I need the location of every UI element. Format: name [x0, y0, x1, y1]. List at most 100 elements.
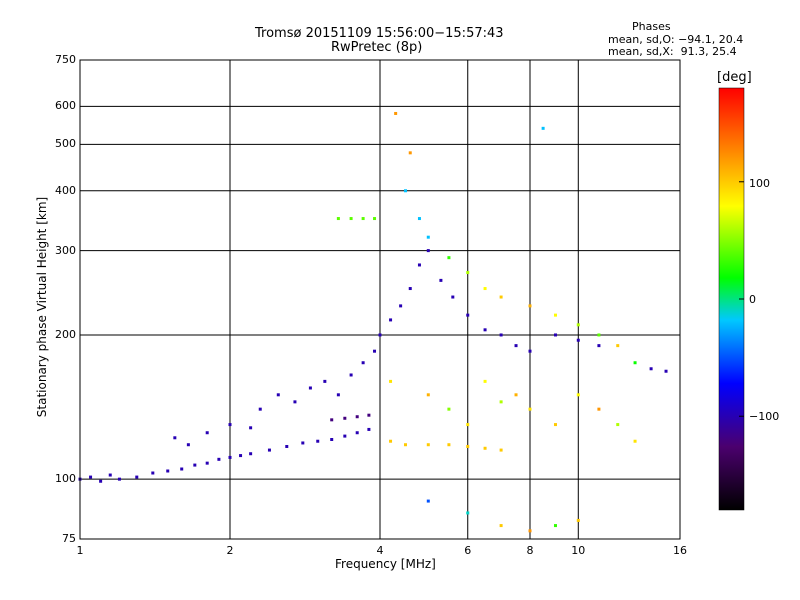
data-point: [417, 217, 421, 221]
data-point: [205, 431, 209, 435]
data-point: [528, 304, 532, 308]
data-point: [633, 361, 637, 365]
data-point: [499, 333, 503, 337]
y-tick-label: 750: [55, 53, 76, 66]
data-point: [403, 189, 407, 193]
data-point: [576, 338, 580, 342]
data-point: [249, 426, 253, 430]
data-point: [151, 471, 155, 475]
data-point: [439, 278, 443, 282]
data-point: [336, 393, 340, 397]
data-point: [135, 475, 139, 479]
y-tick-label: 200: [55, 327, 76, 341]
data-point: [466, 313, 470, 317]
x-tick-label: 8: [526, 544, 534, 557]
data-point: [426, 249, 430, 253]
data-point: [499, 524, 503, 528]
phases-x-stats: mean, sd,X: 91.3, 25.4: [608, 45, 737, 58]
data-point: [616, 423, 620, 427]
data-point: [301, 441, 305, 445]
colorbar-label: [deg]: [717, 70, 752, 85]
data-point: [447, 407, 451, 411]
data-point: [466, 423, 470, 427]
data-point: [166, 469, 170, 473]
data-point: [389, 379, 393, 383]
data-point: [186, 443, 190, 447]
data-point: [528, 529, 532, 533]
data-point: [343, 434, 347, 438]
data-point: [553, 423, 557, 427]
data-point: [553, 313, 557, 317]
x-tick-label: 4: [376, 544, 384, 557]
colorbar-ticks: [739, 181, 744, 417]
y-tick-label: 500: [55, 137, 76, 151]
data-point: [553, 333, 557, 337]
colorbar-tick-minus100: −100: [749, 410, 780, 423]
data-point: [373, 217, 377, 221]
data-point: [528, 407, 532, 411]
data-point: [426, 393, 430, 397]
data-point: [576, 323, 580, 327]
data-point: [499, 295, 503, 299]
data-point: [349, 217, 353, 221]
data-point: [447, 256, 451, 260]
data-point: [483, 379, 487, 383]
data-point: [664, 369, 668, 373]
data-point: [466, 444, 470, 448]
y-tick-label: 400: [55, 183, 76, 197]
data-point: [403, 443, 407, 447]
y-axis-label: Stationary phase Virtual Height [km]: [35, 196, 50, 418]
data-point: [193, 463, 197, 467]
phases-o-stats: mean, sd,O: −94.1, 20.4: [608, 33, 744, 46]
data-point: [499, 400, 503, 404]
data-point: [205, 461, 209, 465]
data-point: [373, 349, 377, 353]
data-point: [267, 448, 271, 452]
data-point: [108, 473, 112, 477]
data-point: [180, 467, 184, 471]
x-tick-label: 6: [464, 544, 472, 557]
data-point: [330, 418, 334, 422]
phases-title: Phases: [632, 20, 671, 33]
data-point: [361, 217, 365, 221]
data-point: [228, 455, 232, 459]
data-point: [426, 499, 430, 503]
data-point: [576, 518, 580, 522]
x-tick-label: 2: [226, 544, 234, 557]
x-axis-label: Frequency [MHz]: [335, 557, 436, 571]
data-point: [89, 475, 93, 479]
y-tick-label: 100: [55, 472, 76, 486]
data-point: [616, 344, 620, 348]
data-point: [355, 415, 359, 419]
data-point: [597, 344, 601, 348]
data-point: [323, 379, 327, 383]
data-point: [451, 295, 455, 299]
y-tick-label: 75: [62, 532, 76, 545]
data-point: [258, 407, 262, 411]
data-point: [367, 413, 371, 417]
data-point: [408, 287, 412, 291]
data-point: [466, 511, 470, 515]
data-point: [541, 126, 545, 130]
data-point: [308, 386, 312, 390]
data-point: [483, 287, 487, 291]
data-point: [514, 344, 518, 348]
data-point: [417, 263, 421, 267]
data-point: [367, 427, 371, 431]
data-point: [466, 271, 470, 275]
data-point: [426, 443, 430, 447]
data-point: [499, 448, 503, 452]
data-point: [394, 111, 398, 115]
chart-title-line1: Tromsø 20151109 15:56:00−15:57:43: [255, 26, 504, 41]
data-point: [316, 439, 320, 443]
data-point: [389, 439, 393, 443]
data-point: [633, 439, 637, 443]
y-tick-label: 600: [55, 99, 76, 113]
colorbar-tick-100: 100: [749, 177, 770, 190]
data-point: [408, 151, 412, 155]
data-points: [78, 111, 668, 533]
x-tick-label: 16: [673, 544, 687, 557]
data-point: [239, 454, 243, 458]
data-point: [399, 304, 403, 308]
chart-title-line2: RwPretec (8p): [331, 40, 423, 55]
